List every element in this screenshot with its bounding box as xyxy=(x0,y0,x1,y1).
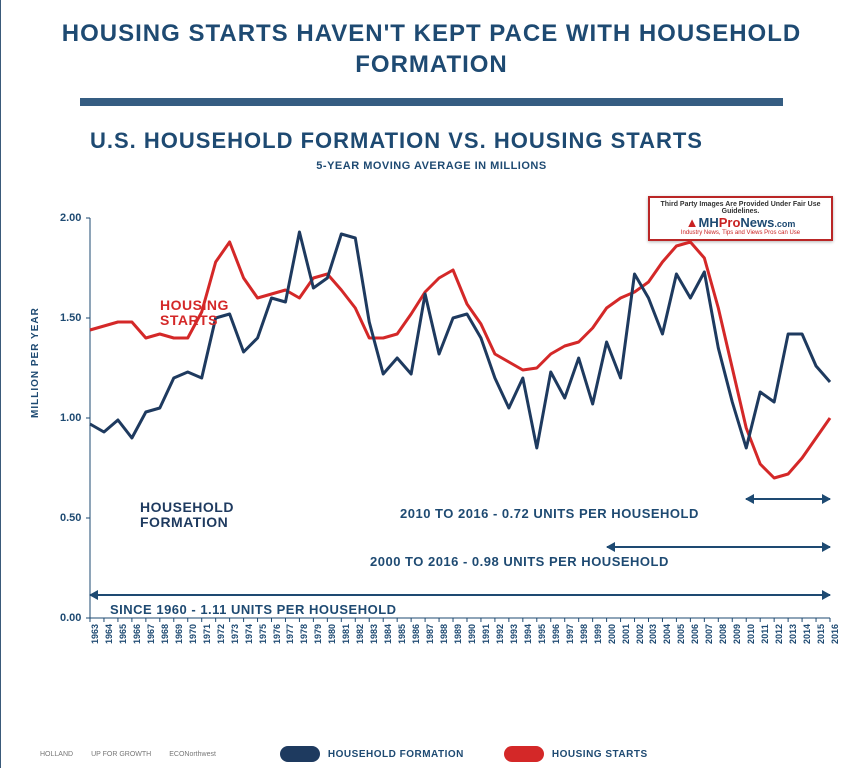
x-tick: 2002 xyxy=(635,624,645,644)
x-tick: 1966 xyxy=(132,624,142,644)
y-tick: 2.00 xyxy=(60,212,81,224)
left-border xyxy=(0,0,1,768)
x-tick: 2004 xyxy=(662,624,672,644)
series-label: HOUSEHOLDFORMATION xyxy=(140,500,234,531)
x-tick: 1979 xyxy=(313,624,323,644)
x-tick: 1968 xyxy=(160,624,170,644)
x-tick: 1976 xyxy=(272,624,282,644)
annotation-text: SINCE 1960 - 1.11 UNITS PER HOUSEHOLD xyxy=(110,602,397,617)
x-tick: 1987 xyxy=(425,624,435,644)
annotation-arrow xyxy=(607,546,830,548)
x-tick: 1973 xyxy=(230,624,240,644)
plot-area: 1963196419651966196719681969197019711972… xyxy=(90,218,830,618)
x-tick: 1965 xyxy=(118,624,128,644)
x-tick: 1972 xyxy=(216,624,226,644)
x-tick: 2015 xyxy=(816,624,826,644)
x-tick: 1988 xyxy=(439,624,449,644)
source-logo: UP FOR GROWTH xyxy=(91,751,151,758)
annotation-arrow xyxy=(90,594,830,596)
x-tick: 1964 xyxy=(104,624,114,644)
y-tick: 1.50 xyxy=(60,312,81,324)
x-tick: 1997 xyxy=(565,624,575,644)
x-tick: 2012 xyxy=(774,624,784,644)
y-tick: 0.00 xyxy=(60,612,81,624)
chart-container: MILLION PER YEAR 19631964196519661967196… xyxy=(40,218,840,668)
x-tick: 1978 xyxy=(299,624,309,644)
x-tick: 1970 xyxy=(188,624,198,644)
x-tick: 1989 xyxy=(453,624,463,644)
source-logos: HOLLAND UP FOR GROWTH ECONorthwest xyxy=(40,751,216,758)
x-tick: 2005 xyxy=(676,624,686,644)
x-tick: 1963 xyxy=(90,624,100,644)
main-title: HOUSING STARTS HAVEN'T KEPT PACE WITH HO… xyxy=(0,0,863,80)
legend-label: HOUSEHOLD FORMATION xyxy=(328,749,464,760)
annotation-text: 2000 TO 2016 - 0.98 UNITS PER HOUSEHOLD xyxy=(370,554,669,569)
y-tick: 0.50 xyxy=(60,512,81,524)
x-tick: 2001 xyxy=(621,624,631,644)
x-tick: 1974 xyxy=(244,624,254,644)
x-tick: 2003 xyxy=(648,624,658,644)
x-tick: 2006 xyxy=(690,624,700,644)
x-tick: 1994 xyxy=(523,624,533,644)
moving-average-note: 5-YEAR MOVING AVERAGE IN MILLIONS xyxy=(0,154,863,172)
x-tick: 1977 xyxy=(285,624,295,644)
title-underline xyxy=(80,98,783,106)
annotation-text: 2010 TO 2016 - 0.72 UNITS PER HOUSEHOLD xyxy=(400,506,699,521)
x-tick: 1971 xyxy=(202,624,212,644)
source-logo: HOLLAND xyxy=(40,751,73,758)
x-tick: 1975 xyxy=(258,624,268,644)
legend-label: HOUSING STARTS xyxy=(552,749,648,760)
legend-item: HOUSING STARTS xyxy=(504,746,648,762)
x-tick: 1985 xyxy=(397,624,407,644)
x-tick: 1969 xyxy=(174,624,184,644)
series-label: HOUSINGSTARTS xyxy=(160,298,229,329)
chart-subtitle: U.S. HOUSEHOLD FORMATION VS. HOUSING STA… xyxy=(0,106,863,154)
y-tick: 1.00 xyxy=(60,412,81,424)
x-tick: 2008 xyxy=(718,624,728,644)
watermark-top: Third Party Images Are Provided Under Fa… xyxy=(654,201,827,215)
x-tick: 2014 xyxy=(802,624,812,644)
x-tick: 1993 xyxy=(509,624,519,644)
x-tick: 1996 xyxy=(551,624,561,644)
source-logo: ECONorthwest xyxy=(169,751,216,758)
x-tick: 2013 xyxy=(788,624,798,644)
x-tick: 1984 xyxy=(383,624,393,644)
x-tick: 1967 xyxy=(146,624,156,644)
x-tick: 1992 xyxy=(495,624,505,644)
x-tick: 2007 xyxy=(704,624,714,644)
x-tick: 2010 xyxy=(746,624,756,644)
annotation-arrow xyxy=(746,498,830,500)
x-tick: 2009 xyxy=(732,624,742,644)
x-tick: 2000 xyxy=(607,624,617,644)
series-line xyxy=(90,232,830,448)
legend-swatch xyxy=(280,746,320,762)
x-tick: 1990 xyxy=(467,624,477,644)
x-tick: 1998 xyxy=(579,624,589,644)
x-tick: 2011 xyxy=(760,624,770,644)
x-tick: 1999 xyxy=(593,624,603,644)
x-tick: 1982 xyxy=(355,624,365,644)
x-tick: 1983 xyxy=(369,624,379,644)
x-tick: 1980 xyxy=(327,624,337,644)
x-tick: 1995 xyxy=(537,624,547,644)
legend-swatch xyxy=(504,746,544,762)
x-tick: 2016 xyxy=(830,624,840,644)
x-tick: 1981 xyxy=(341,624,351,644)
x-tick: 1991 xyxy=(481,624,491,644)
legend: HOLLAND UP FOR GROWTH ECONorthwest HOUSEHO… xyxy=(40,746,840,762)
legend-item: HOUSEHOLD FORMATION xyxy=(280,746,464,762)
series-line xyxy=(90,242,830,478)
y-axis-label: MILLION PER YEAR xyxy=(30,307,41,418)
x-tick: 1986 xyxy=(411,624,421,644)
